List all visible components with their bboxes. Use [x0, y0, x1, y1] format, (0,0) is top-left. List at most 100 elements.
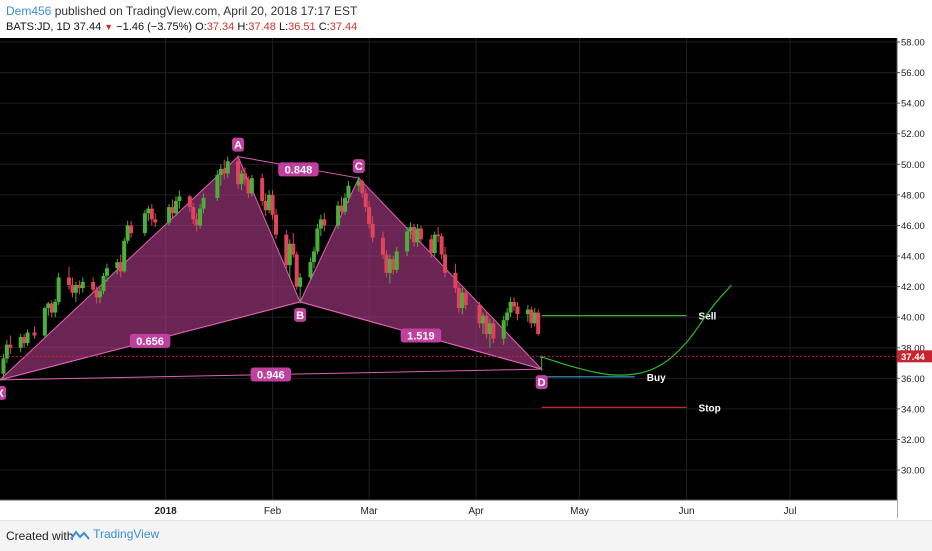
tradingview-brand[interactable]: TradingView — [93, 527, 160, 541]
candle-body — [153, 219, 158, 223]
publish-info: Dem456 published on TradingView.com, Apr… — [6, 4, 357, 18]
tradingview-logo[interactable]: TradingView — [70, 527, 159, 541]
point-label-d: D — [538, 377, 546, 389]
candle-body — [42, 308, 47, 336]
author-link[interactable]: Dem456 — [6, 4, 52, 18]
candle-body — [177, 196, 182, 201]
price-tick-label: 36.00 — [901, 374, 925, 385]
candle-body — [49, 303, 54, 313]
candle-body — [274, 214, 278, 235]
candle-body — [142, 213, 147, 234]
price-tick-label: 40.00 — [901, 313, 925, 324]
ratio-label-0-946-bg — [250, 367, 292, 382]
time-tick-label: Jul — [784, 506, 797, 517]
symbol-label: BATS:JD, 1D — [6, 21, 71, 33]
candle-body — [122, 240, 127, 272]
candle-body — [436, 234, 441, 237]
candle-body — [336, 205, 341, 226]
candle-body — [246, 179, 251, 194]
ratio-label-1-519-bg — [400, 328, 442, 343]
candle-body — [198, 208, 203, 226]
change-down-icon: ▼ — [104, 22, 114, 32]
candle-body — [22, 337, 27, 344]
candle-body — [263, 200, 268, 211]
candle-body — [298, 277, 303, 287]
candle-body — [291, 243, 296, 255]
candle-body — [125, 225, 130, 241]
chart-area[interactable]: Sell Buy Stop X A B C D 0.848 0.656 1.519 0.946 58… — [0, 38, 932, 518]
price-tick-label: 58.00 — [901, 38, 925, 49]
candle-body — [4, 344, 9, 359]
point-label-c: C — [355, 161, 363, 173]
candle-body — [222, 168, 227, 174]
candle-body — [418, 228, 423, 240]
point-label-d-bg — [535, 375, 548, 390]
candle-body — [484, 315, 489, 335]
candle-body — [508, 301, 513, 313]
candle-body — [215, 175, 220, 198]
pattern-labels: X A B C D 0.848 0.656 1.519 0.946 — [0, 137, 548, 400]
candle-body — [101, 275, 106, 292]
candle-body — [460, 292, 465, 309]
candle-body — [239, 173, 244, 185]
candle-body — [339, 205, 344, 212]
ratio-label-0-656-bg — [129, 333, 171, 348]
candle-body — [367, 207, 372, 224]
price-axis-bg — [897, 38, 932, 518]
candle-body — [387, 259, 392, 273]
price-tick-label: 50.00 — [901, 160, 925, 171]
price-tick-label: 38.00 — [901, 343, 925, 354]
price-tick-label: 54.00 — [901, 99, 925, 110]
candlestick-chart[interactable]: Sell Buy Stop X A B C D 0.848 0.656 1.519 0.946 58… — [0, 38, 932, 518]
price-tick-label: 34.00 — [901, 404, 925, 415]
candle-body — [46, 303, 51, 309]
candle-body — [294, 254, 299, 287]
candle-body — [77, 285, 82, 289]
candle-body — [481, 315, 485, 324]
candle-body — [201, 197, 206, 209]
candle-body — [267, 194, 272, 211]
ratio-label-0-848: 0.848 — [285, 164, 313, 176]
time-axis-bg — [0, 500, 897, 518]
last-price: 37.44 — [73, 21, 102, 33]
price-axis[interactable]: 58.00 56.00 54.00 52.00 50.00 48.00 46.00 44.00… — [896, 38, 932, 518]
time-tick-label: Feb — [264, 506, 282, 517]
candle-body — [311, 251, 316, 263]
candle-body — [536, 312, 541, 335]
candle-body — [70, 285, 75, 293]
point-label-c-bg — [352, 159, 365, 174]
candle-body — [363, 193, 368, 208]
time-tick-label: May — [570, 506, 589, 517]
close-label: C: — [318, 21, 330, 33]
level-label-buy: Buy — [647, 373, 666, 384]
candle-body — [505, 312, 510, 321]
point-label-a-bg — [232, 137, 245, 152]
low-value: 36.51 — [288, 21, 316, 33]
candle-body — [415, 228, 420, 243]
candle-body — [260, 178, 265, 201]
candle-body — [91, 282, 96, 290]
candle-body — [56, 277, 61, 302]
last-price-tag-bg — [897, 350, 932, 363]
candle-body — [408, 226, 413, 232]
publish-text: published on TradingView.com, April 20, … — [54, 4, 358, 18]
symbol-info: BATS:JD, 1D 37.44 ▼ −1.46 (−3.75%) O:37.… — [6, 21, 357, 33]
candle-body — [405, 231, 410, 252]
candle-body — [284, 234, 289, 266]
time-axis[interactable]: 2018 Feb Mar Apr May Jun Jul — [0, 499, 897, 518]
candle-body — [322, 219, 327, 226]
candle-body — [187, 196, 192, 208]
candle-body — [429, 239, 434, 253]
candle-body — [515, 306, 520, 315]
open-label: O: — [195, 21, 207, 33]
candle-body — [218, 168, 223, 176]
candle-body — [149, 208, 154, 220]
candle-body — [32, 332, 37, 336]
candle-body — [380, 237, 385, 255]
time-tick-label: 2018 — [154, 506, 177, 517]
candle-body — [249, 178, 254, 194]
price-tick-label: 44.00 — [901, 252, 925, 263]
candle-body — [529, 309, 534, 324]
price-tick-label: 56.00 — [901, 68, 925, 79]
candle-body — [67, 277, 71, 286]
